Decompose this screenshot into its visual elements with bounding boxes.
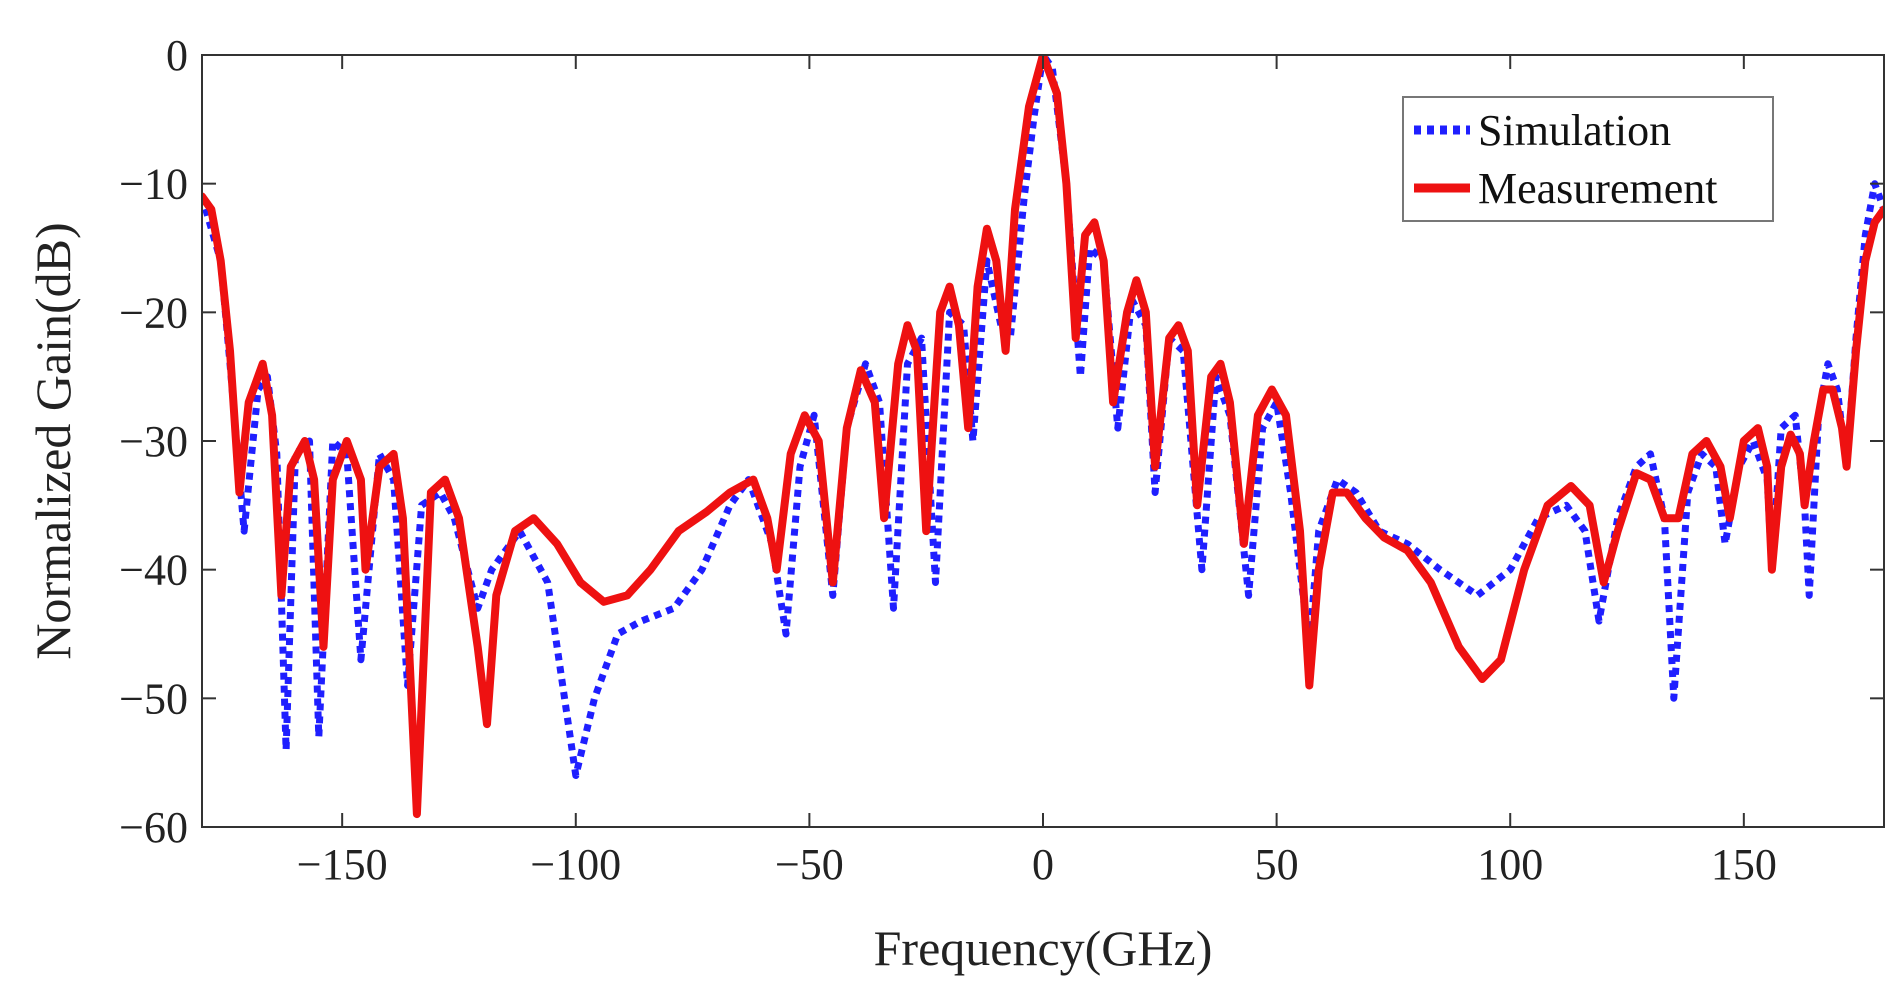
y-tick-label: −20 <box>119 288 188 337</box>
legend-box <box>1402 96 1774 222</box>
x-tick-label: −100 <box>530 840 621 889</box>
legend: Simulation Measurement <box>1402 96 1774 222</box>
x-tick-label: −150 <box>297 840 388 889</box>
y-axis-title: Normalized Gain(dB) <box>25 222 81 659</box>
x-tick-label: 150 <box>1711 840 1777 889</box>
y-axis: 0 −10 −20 −30 −40 −50 −60 <box>119 31 1884 852</box>
series-line-measurement <box>202 55 1884 819</box>
y-tick-label: −30 <box>119 417 188 466</box>
y-tick-label: −50 <box>119 674 188 723</box>
x-tick-label: 100 <box>1477 840 1543 889</box>
x-axis-title: Frequency(GHz) <box>874 920 1213 976</box>
x-tick-label: −50 <box>775 840 844 889</box>
legend-label-simulation: Simulation <box>1478 106 1671 155</box>
y-tick-label: −40 <box>119 546 188 595</box>
x-tick-label: 50 <box>1255 840 1299 889</box>
y-tick-label: −60 <box>119 803 188 852</box>
legend-label-measurement: Measurement <box>1478 164 1717 213</box>
x-tick-label: 0 <box>1032 840 1054 889</box>
x-axis: −150 −100 −50 0 50 100 150 <box>297 55 1777 889</box>
y-tick-label: 0 <box>166 31 188 80</box>
series-layer <box>202 55 1884 819</box>
y-tick-label: −10 <box>119 160 188 209</box>
